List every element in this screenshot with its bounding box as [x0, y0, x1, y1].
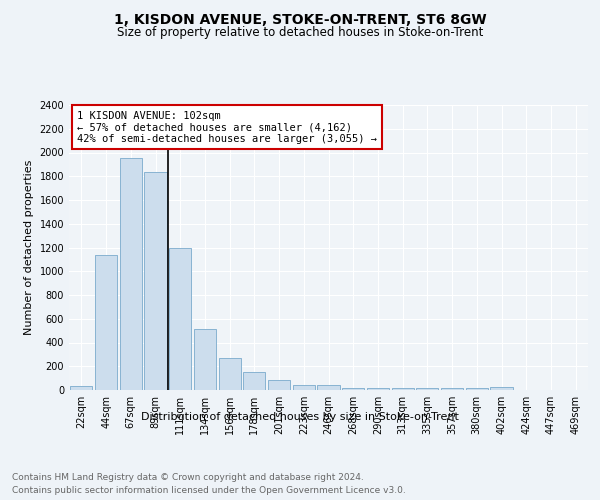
Bar: [490, 387, 512, 390]
Bar: [95, 254, 117, 390]
Text: Contains public sector information licensed under the Open Government Licence v3: Contains public sector information licen…: [12, 486, 406, 495]
Y-axis label: Number of detached properties: Number of detached properties: [24, 160, 34, 335]
Bar: [145, 172, 167, 390]
Bar: [441, 388, 463, 390]
Bar: [268, 380, 290, 390]
Bar: [416, 388, 439, 390]
Bar: [392, 388, 414, 390]
Bar: [342, 388, 364, 390]
Text: Distribution of detached houses by size in Stoke-on-Trent: Distribution of detached houses by size …: [141, 412, 459, 422]
Bar: [243, 372, 265, 390]
Text: Size of property relative to detached houses in Stoke-on-Trent: Size of property relative to detached ho…: [117, 26, 483, 39]
Bar: [293, 384, 315, 390]
Bar: [367, 388, 389, 390]
Bar: [317, 385, 340, 390]
Bar: [70, 386, 92, 390]
Bar: [119, 158, 142, 390]
Text: 1 KISDON AVENUE: 102sqm
← 57% of detached houses are smaller (4,162)
42% of semi: 1 KISDON AVENUE: 102sqm ← 57% of detache…: [77, 110, 377, 144]
Text: 1, KISDON AVENUE, STOKE-ON-TRENT, ST6 8GW: 1, KISDON AVENUE, STOKE-ON-TRENT, ST6 8G…: [113, 12, 487, 26]
Text: Contains HM Land Registry data © Crown copyright and database right 2024.: Contains HM Land Registry data © Crown c…: [12, 472, 364, 482]
Bar: [218, 358, 241, 390]
Bar: [169, 248, 191, 390]
Bar: [194, 330, 216, 390]
Bar: [466, 388, 488, 390]
